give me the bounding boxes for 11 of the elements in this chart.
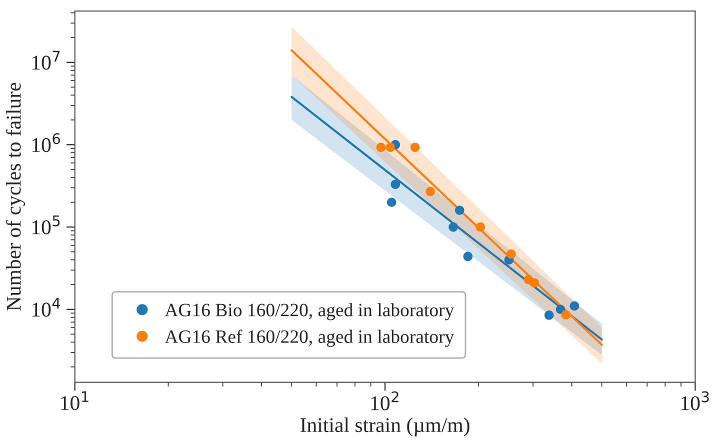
y-tick-label: 10$^{7}$ bbox=[32, 50, 60, 70]
y-tick-label: 10$^{4}$ bbox=[32, 298, 60, 317]
legend-label: AG16 Bio 160/220, aged in laboratory bbox=[164, 303, 454, 320]
y-tick-label: 10$^{6}$ bbox=[32, 133, 60, 152]
x-tick-label: 10$^{2}$ bbox=[371, 391, 398, 410]
y-tick-label: 10$^{5}$ bbox=[32, 216, 60, 234]
x-tick-label: 10$^{3}$ bbox=[681, 391, 709, 410]
x-axis-title: Initial strain (µm/m) bbox=[300, 417, 470, 436]
y-axis-title: Number of cycles to failure bbox=[6, 82, 26, 311]
x-tick-label: 10$^{1}$ bbox=[61, 391, 88, 410]
legend-label: AG16 Ref 160/220, aged in laboratory bbox=[164, 330, 454, 347]
